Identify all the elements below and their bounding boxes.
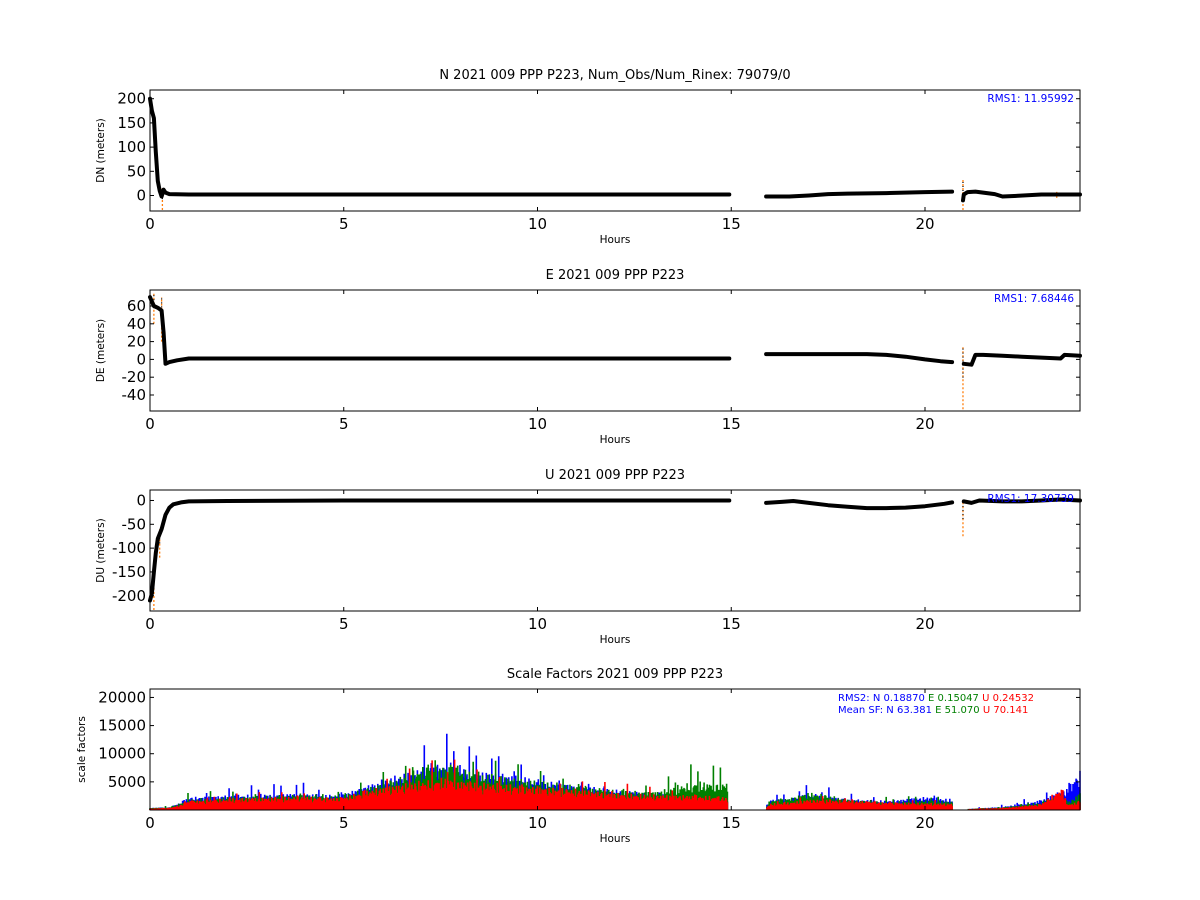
y-axis-label: DU (meters): [95, 518, 107, 582]
x-tick-label: 10: [528, 814, 547, 832]
plot-area: [148, 292, 1082, 410]
x-tick-label: 10: [528, 215, 547, 233]
position-trace-segment-3: [961, 189, 1082, 203]
rms2-part-4: 0.15047: [938, 693, 979, 704]
plot-frame: [149, 489, 1081, 612]
rms2-part-6: 0.24532: [993, 693, 1034, 704]
position-trace-segment-2: [764, 352, 955, 365]
position-trace-segment-1: [148, 295, 732, 366]
mean-sf-part-6: 70.141: [993, 705, 1028, 716]
y-tick-label: 0: [136, 187, 146, 205]
x-tick-label: 20: [915, 415, 934, 433]
position-trace-segment-2: [764, 499, 955, 511]
x-tick-label: 5: [339, 215, 349, 233]
y-tick-label: 15000: [98, 717, 146, 735]
panel-3: U 2021 009 PPP P223 RMS1: 17.30739 0 5 10 15 2…: [95, 468, 1082, 646]
panel-4: Scale Factors 2021 009 PPP P223 RMS2: N 0…: [76, 667, 1081, 845]
panel-title: E 2021 009 PPP P223: [546, 268, 685, 283]
mean-sf-annotation: Mean SF: N 63.381 E 51.070 U 70.141: [838, 705, 1028, 716]
x-tick-label: 0: [145, 615, 155, 633]
position-trace-segment-1: [148, 498, 732, 603]
x-tick-label: 15: [722, 814, 741, 832]
y-tick-label: -20: [122, 368, 147, 386]
rms1-annotation: RMS1: 11.95992: [987, 93, 1074, 105]
x-axis-label: Hours: [600, 234, 631, 246]
plot-area: [148, 96, 1082, 211]
x-tick-label: 5: [339, 814, 349, 832]
rms2-part-3: E: [925, 693, 938, 704]
x-tick-label: 15: [722, 615, 741, 633]
y-tick-label: -100: [112, 539, 146, 557]
x-tick-label: 20: [915, 814, 934, 832]
y-tick-label: 50: [127, 162, 146, 180]
mean-sf-part-5: U: [980, 705, 994, 716]
y-axis-label: scale factors: [76, 716, 88, 783]
plot-frame: [149, 688, 1081, 811]
x-axis-label: Hours: [600, 634, 631, 646]
y-tick-label: 5000: [108, 773, 146, 791]
y-tick-label: 10000: [98, 745, 146, 763]
position-trace-segment-3: [961, 352, 1082, 367]
y-tick-label: -40: [122, 386, 147, 404]
plot-frame: [149, 89, 1081, 212]
y-tick-label: 150: [117, 114, 146, 132]
rms2-part-2: 0.18870: [884, 693, 925, 704]
panel-2: E 2021 009 PPP P223 RMS1: 7.68446 0 5 10 15 20…: [95, 268, 1082, 446]
mean-sf-part-1: Mean SF: N: [838, 705, 897, 716]
position-trace-segment-1: [148, 96, 732, 199]
mean-sf-part-3: E: [932, 705, 945, 716]
x-tick-label: 5: [339, 615, 349, 633]
rms2-part-5: U: [979, 693, 993, 704]
rms2-part-1: RMS2: N: [838, 693, 884, 704]
x-tick-label: 15: [722, 415, 741, 433]
x-tick-label: 10: [528, 615, 547, 633]
panel-title: N 2021 009 PPP P223, Num_Obs/Num_Rinex: …: [439, 68, 790, 83]
rms1-annotation: RMS1: 7.68446: [994, 293, 1074, 305]
x-tick-label: 5: [339, 415, 349, 433]
panel-title: U 2021 009 PPP P223: [545, 468, 685, 483]
x-tick-label: 20: [915, 615, 934, 633]
x-tick-label: 15: [722, 215, 741, 233]
plot-area: [148, 497, 1082, 611]
y-tick-label: 200: [117, 90, 146, 108]
y-tick-label: -150: [112, 563, 146, 581]
y-tick-label: 100: [117, 138, 146, 156]
mean-sf-part-4: 51.070: [945, 705, 980, 716]
y-tick-label: 20000: [98, 688, 146, 706]
x-tick-label: 10: [528, 415, 547, 433]
y-tick-label: 40: [127, 315, 146, 333]
x-tick-label: 20: [915, 215, 934, 233]
y-tick-label: -200: [112, 587, 146, 605]
y-tick-label: 60: [127, 297, 146, 315]
position-trace-segment-2: [764, 189, 955, 199]
x-tick-label: 0: [145, 415, 155, 433]
mean-sf-part-2: 63.381: [897, 705, 932, 716]
plot-frame: [149, 289, 1081, 412]
x-axis-label: Hours: [600, 434, 631, 446]
rms2-annotation: RMS2: N 0.18870 E 0.15047 U 0.24532: [838, 693, 1034, 704]
y-tick-label: -50: [122, 515, 147, 533]
x-tick-label: 0: [145, 215, 155, 233]
y-axis-label: DN (meters): [95, 118, 107, 183]
rms1-annotation: RMS1: 17.30739: [987, 493, 1074, 505]
position-trace-segment-3: [961, 497, 1082, 505]
y-tick-label: 20: [127, 333, 146, 351]
panel-title: Scale Factors 2021 009 PPP P223: [507, 667, 723, 682]
y-tick-label: 0: [136, 350, 146, 368]
panel-1: N 2021 009 PPP P223, Num_Obs/Num_Rinex: …: [95, 68, 1082, 246]
x-tick-label: 0: [145, 814, 155, 832]
x-axis-label: Hours: [600, 833, 631, 845]
y-axis-label: DE (meters): [95, 319, 107, 382]
y-tick-label: 0: [136, 491, 146, 509]
